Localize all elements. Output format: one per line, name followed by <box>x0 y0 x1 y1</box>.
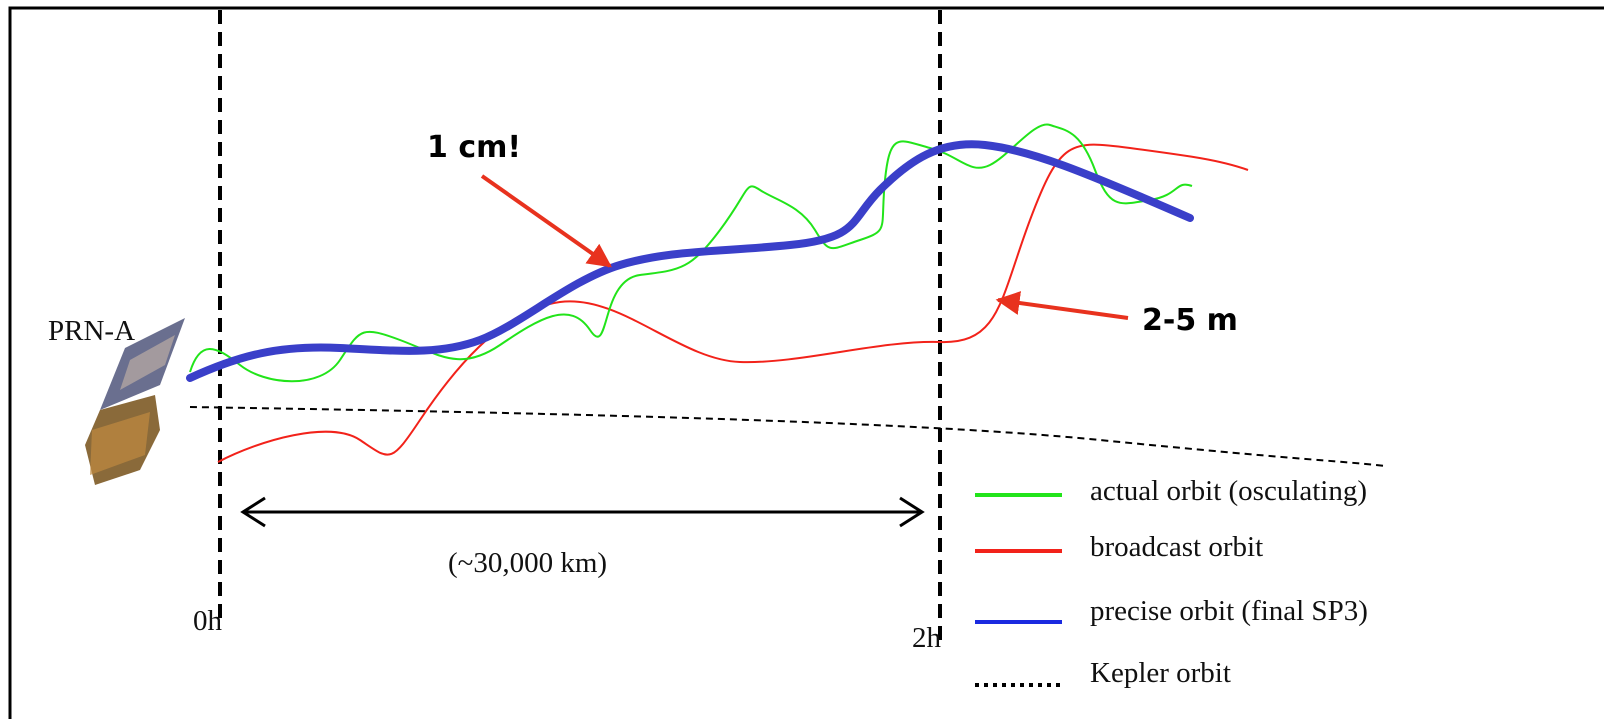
legend: actual orbit (osculating) broadcast orbi… <box>975 475 1368 689</box>
note-arrow <box>995 291 1129 320</box>
note: 1 cm! <box>427 130 521 165</box>
time-label: 0h <box>193 605 223 637</box>
precise-curve <box>186 140 1194 382</box>
frame <box>8 6 1604 719</box>
note: 2-5 m <box>1142 303 1238 338</box>
legend-label: actual orbit (osculating) <box>1090 475 1367 507</box>
note-arrow <box>480 174 612 268</box>
span-label: (~30,000 km) <box>448 547 607 579</box>
legend-label: Kepler orbit <box>1090 657 1231 689</box>
broadcast-curve <box>217 143 1249 463</box>
satellite-icon <box>85 318 185 485</box>
span-arrow-heads <box>240 496 925 528</box>
legend-label: broadcast orbit <box>1090 531 1263 563</box>
kepler-curve <box>189 406 1386 467</box>
actual-curve <box>189 123 1193 383</box>
time-label: 2h <box>912 622 942 654</box>
legend-label: precise orbit (final SP3) <box>1090 595 1368 627</box>
satellite-label: PRN-A <box>48 315 135 347</box>
